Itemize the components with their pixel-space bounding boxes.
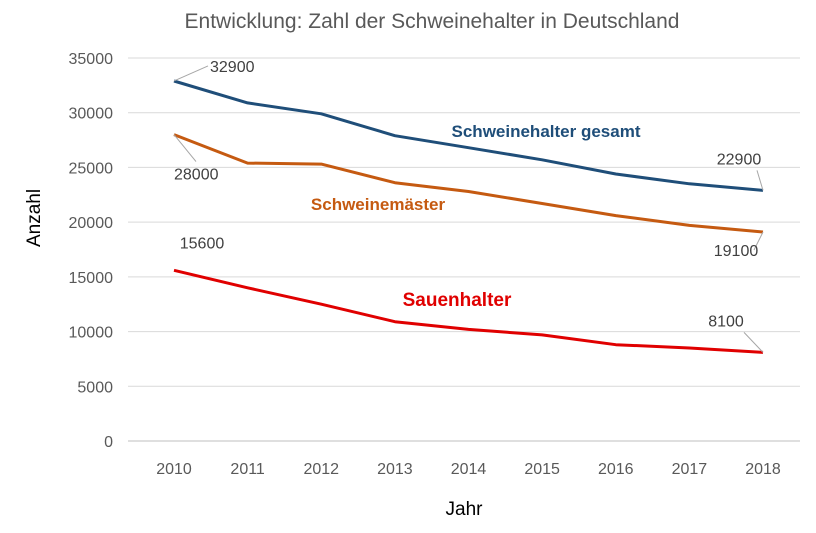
data-label: 22900	[717, 151, 762, 168]
label-leader-line	[173, 65, 209, 82]
x-tick-label: 2012	[303, 461, 339, 478]
data-label: 19100	[714, 243, 759, 260]
chart-title: Entwicklung: Zahl der Schweinehalter in …	[185, 10, 680, 33]
y-tick-label: 15000	[69, 270, 114, 287]
x-tick-label: 2013	[377, 461, 413, 478]
series-line-1	[173, 79, 764, 192]
label-leader-line	[173, 134, 197, 162]
data-label: 8100	[708, 313, 744, 330]
series-name-label: Schweinehalter gesamt	[452, 122, 641, 141]
series-name-label: Schweinemäster	[311, 195, 446, 214]
data-label: 32900	[210, 59, 255, 76]
series-lines	[173, 79, 764, 354]
series-name-label: Sauenhalter	[403, 290, 512, 311]
y-tick-label: 0	[104, 434, 113, 451]
data-label: 28000	[174, 167, 219, 184]
series-line-3	[173, 268, 764, 354]
y-tick-label: 30000	[69, 106, 114, 123]
series-names: Schweinehalter gesamt Schweinemäster Sauen…	[311, 122, 641, 311]
x-tick-label: 2016	[598, 461, 634, 478]
y-tick-label: 35000	[69, 51, 114, 68]
y-axis-title: Anzahl	[24, 189, 45, 247]
label-leader-line	[753, 231, 764, 251]
y-tick-label: 25000	[69, 160, 114, 177]
x-tick-label: 2014	[451, 461, 487, 478]
y-tick-label: 10000	[69, 325, 114, 342]
x-axis-ticks: 2010 2011 2012 2013 2014 2015 2016 2017 2018	[156, 461, 781, 478]
y-axis-ticks: 0 5000 10000 15000 20000 25000 30000 35000	[69, 51, 114, 451]
y-tick-label: 5000	[77, 379, 113, 396]
x-tick-label: 2015	[524, 461, 560, 478]
y-tick-label: 20000	[69, 215, 114, 232]
gridlines	[128, 57, 800, 442]
x-tick-label: 2018	[745, 461, 781, 478]
label-leader-line	[756, 170, 764, 191]
data-labels: 32900 22900 28000 19100 15600 8100	[173, 59, 764, 353]
x-tick-label: 2017	[672, 461, 708, 478]
x-tick-label: 2010	[156, 461, 192, 478]
label-leader-line	[743, 332, 764, 353]
series-line-2	[173, 133, 764, 234]
data-label: 15600	[180, 235, 225, 252]
x-tick-label: 2011	[230, 461, 265, 478]
x-axis-title: Jahr	[446, 499, 484, 520]
